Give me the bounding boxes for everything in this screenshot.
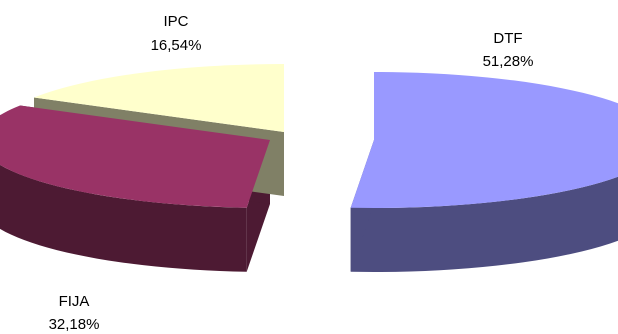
slice-tops bbox=[0, 63, 618, 208]
slice-side-fija bbox=[0, 164, 247, 272]
slice-label-ipc: IPC bbox=[163, 13, 188, 30]
slice-percent-ipc: 16,54% bbox=[151, 37, 202, 54]
slice-fija bbox=[0, 105, 270, 208]
slice-percent-dtf: 51,28% bbox=[483, 53, 534, 70]
slice-label-dtf: DTF bbox=[493, 30, 522, 47]
slice-label-fija: FIJA bbox=[59, 293, 90, 310]
slice-side-dtf bbox=[350, 176, 618, 272]
slice-percent-fija: 32,18% bbox=[49, 316, 100, 333]
slice-dtf bbox=[350, 72, 618, 208]
slice-ipc bbox=[34, 63, 285, 132]
